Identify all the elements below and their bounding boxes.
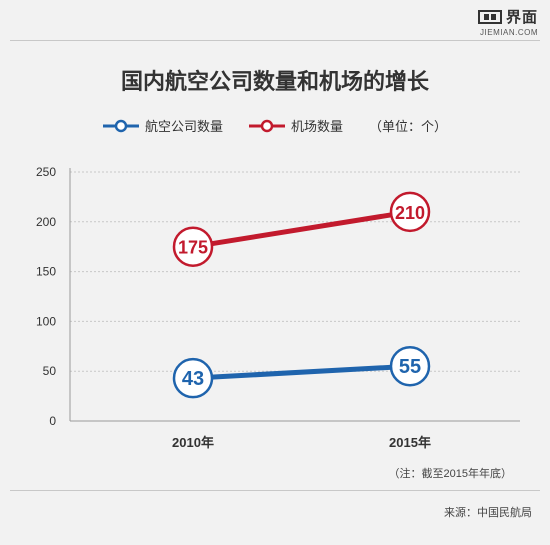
data-point-1-0 [172, 226, 214, 267]
legend-label-airports: 机场数量 [290, 119, 343, 134]
data-label-1-1: 210 [395, 203, 425, 223]
data-point-0-1 [389, 345, 431, 387]
source-credit: 来源：中国民航局 [444, 507, 532, 519]
y-tick-label-50: 50 [43, 364, 57, 378]
data-point-1-1 [389, 191, 431, 233]
brand-row: 界面 [477, 6, 538, 27]
bottom-divider [10, 490, 540, 491]
y-tick-label-100: 100 [36, 314, 56, 328]
legend-label-airlines: 航空公司数量 [144, 119, 223, 134]
brand-name-cn: 界面 [505, 9, 538, 26]
x-tick-label-1: 2015年 [389, 435, 431, 450]
footnote: （注：截至2015年年底） [388, 468, 512, 480]
jiemian-logo-icon [477, 9, 502, 24]
data-label-0-1: 55 [399, 356, 421, 378]
series-line-1 [192, 209, 411, 250]
legend-marker-airports-icon [248, 119, 285, 132]
unit-label: （单位：个） [369, 119, 448, 134]
series-line-0 [192, 363, 411, 381]
data-point-0-0 [172, 357, 214, 399]
legend-item-airports: 机场数量 [248, 116, 343, 135]
top-divider [10, 40, 540, 41]
legend-item-airlines: 航空公司数量 [102, 116, 223, 135]
y-tick-label-250: 250 [36, 165, 56, 179]
line-chart: 0 50 100 150 200 250 2010年 2015年 43 55 175 210 [36, 165, 520, 450]
y-tick-label-150: 150 [36, 265, 56, 279]
y-tick-label-0: 0 [49, 414, 56, 428]
brand-name-en: JIEMIAN.COM [480, 28, 538, 37]
data-label-0-0: 43 [182, 368, 204, 390]
legend-marker-airlines-icon [102, 119, 139, 132]
brand-logo-block: 界面 JIEMIAN.COM [448, 6, 538, 38]
x-tick-label-0: 2010年 [172, 435, 214, 450]
y-tick-label-200: 200 [36, 215, 56, 229]
chart-title: 国内航空公司数量和机场的增长 [120, 69, 429, 94]
chart-legend: 航空公司数量 机场数量 （单位：个） [0, 116, 550, 135]
data-label-1-0: 175 [178, 238, 208, 258]
